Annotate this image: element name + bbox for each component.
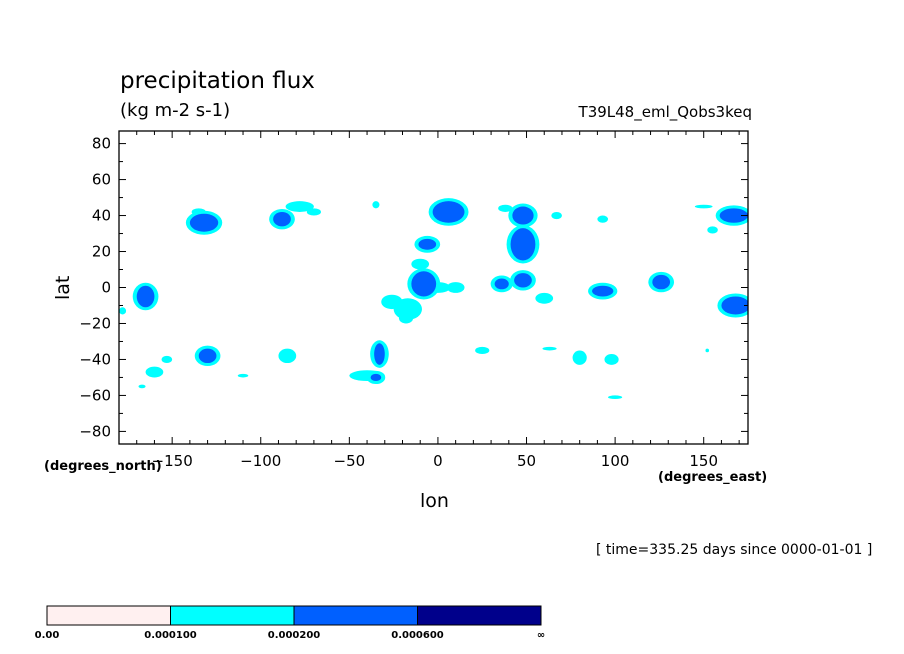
y-tick-label: 40	[92, 207, 111, 225]
precip-blob	[608, 395, 623, 400]
precip-blob	[145, 366, 164, 378]
y-tick-label: 80	[92, 135, 111, 153]
precip-blob	[604, 354, 619, 365]
precip-blob-core	[432, 201, 465, 223]
precip-blob	[535, 292, 554, 304]
colorbar-label: 0.000100	[144, 630, 197, 641]
y-axis-units: (degrees_north)	[44, 459, 162, 474]
x-tick-label: 150	[689, 452, 718, 470]
x-tick-label: −50	[334, 452, 366, 470]
colorbar-label: 0.000600	[391, 630, 444, 641]
precip-blob	[278, 348, 297, 364]
y-tick-label: 20	[92, 243, 111, 261]
precip-blob-core	[370, 373, 382, 382]
precip-blob	[707, 226, 718, 234]
y-tick-label: −40	[79, 350, 111, 368]
precip-blob	[597, 215, 609, 223]
colorbar: 0.00 0.000100 0.000200 0.000600 ∞	[35, 605, 545, 641]
precip-blob	[551, 211, 562, 220]
timestamp-label: [ time=335.25 days since 0000-01-01 ]	[596, 542, 873, 558]
precip-blob-core	[411, 271, 437, 297]
colorbar-bin	[293, 605, 418, 626]
colorbar-label: 0.00	[35, 630, 60, 641]
run-name: T39L48_eml_Qobs3keq	[578, 103, 752, 121]
precip-blob	[138, 384, 146, 389]
precip-blob-core	[652, 274, 671, 290]
precip-blob	[191, 208, 206, 216]
y-tick-label: −20	[79, 314, 111, 332]
colorbar-label: ∞	[537, 630, 545, 641]
precip-blob	[285, 201, 314, 212]
precip-blob-core	[374, 343, 385, 365]
chart-units: (kg m-2 s-1)	[120, 100, 231, 121]
x-tick-label: 50	[517, 452, 536, 470]
x-tick-label: −100	[240, 452, 281, 470]
precip-blob	[372, 201, 380, 209]
precip-blob	[237, 373, 249, 378]
precip-blob-core	[719, 208, 748, 223]
precip-blob	[498, 204, 513, 212]
precip-blob	[306, 208, 321, 216]
chart-title: precipitation flux	[120, 68, 315, 94]
precip-blob	[161, 355, 173, 364]
precip-blob	[475, 346, 490, 355]
precip-blob	[542, 346, 557, 351]
precip-blob-core	[592, 285, 614, 297]
precip-blob	[119, 307, 127, 315]
precip-blob	[705, 348, 710, 353]
precip-blob	[694, 204, 713, 209]
precip-blob	[398, 312, 414, 324]
x-axis-label: lon	[420, 490, 449, 512]
precip-blob-core	[512, 206, 534, 225]
precip-blob	[572, 350, 587, 365]
y-tick-label: 60	[92, 171, 111, 189]
precip-blob	[411, 258, 430, 270]
precip-blob-core	[510, 228, 536, 261]
precip-blob-core	[189, 213, 219, 232]
y-tick-label: −80	[79, 422, 111, 440]
precip-blob	[381, 294, 403, 310]
y-tick-label: −60	[79, 386, 111, 404]
colorbar-bin	[170, 605, 295, 626]
y-tick-label: 0	[101, 279, 111, 297]
precip-blob-core	[514, 273, 532, 288]
precip-blob-core	[198, 348, 217, 364]
colorbar-bin	[417, 605, 542, 626]
precip-blob-core	[136, 285, 155, 308]
x-tick-label: −150	[152, 452, 193, 470]
colorbar-bin	[46, 605, 171, 626]
x-tick-label: 100	[601, 452, 630, 470]
x-tick-label: 0	[433, 452, 443, 470]
precip-blob-core	[721, 296, 748, 315]
precip-blob-core	[273, 211, 291, 227]
x-axis-units: (degrees_east)	[658, 470, 768, 485]
precip-blob-core	[418, 238, 437, 250]
precip-blob-core	[494, 278, 509, 290]
colorbar-label: 0.000200	[268, 630, 321, 641]
contour-level-2-layer	[136, 201, 748, 382]
precip-blob	[446, 282, 465, 293]
axes-layer: −150 −100 −50 0 50 100 150 −80 −60 −40 −20 0 20 40 60 8…	[79, 130, 749, 470]
